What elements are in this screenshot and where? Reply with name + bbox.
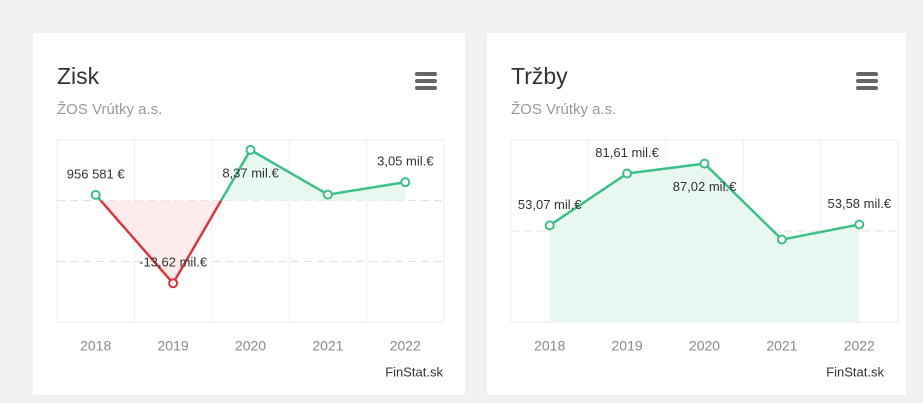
menu-icon [415,86,437,90]
x-tick-label: 2022 [844,338,875,354]
data-label: 3,05 mil.€ [377,154,434,169]
point-marker [854,219,865,230]
point-marker [90,189,101,200]
point-marker [544,220,555,231]
data-label: 53,07 mil.€ [518,197,582,212]
data-label: 81,61 mil.€ [595,145,659,160]
x-tick-label: 2020 [235,338,266,354]
point-marker [622,168,633,179]
data-label: 53,58 mil.€ [828,196,892,211]
menu-icon [856,72,878,76]
point-marker [699,158,710,169]
card-title: Zisk [57,63,100,89]
x-tick-label: 2020 [689,338,720,354]
x-tick-label: 2021 [766,338,797,354]
point-marker [776,234,787,245]
card-subtitle: ŽOS Vrútky a.s. [57,101,162,118]
point-marker [245,144,256,155]
x-tick-label: 2021 [312,338,343,354]
x-tick-label: 2019 [158,338,189,354]
line-negative [99,200,223,286]
menu-icon [415,72,437,76]
point-marker [322,189,333,200]
x-tick-label: 2018 [80,338,111,354]
data-label: 87,02 mil.€ [673,179,737,194]
plot-area [56,139,445,323]
x-tick-label: 2018 [534,338,565,354]
card-subtitle: ŽOS Vrútky a.s. [511,101,616,118]
data-label: 8,37 mil.€ [222,165,279,180]
area-fill [95,149,406,201]
area-fill [549,163,860,322]
data-label: 956 581 € [67,166,126,181]
credits: FinStat.sk [385,364,443,379]
point-marker [400,177,411,188]
area-fill-negative [95,200,406,284]
x-tick-label: 2022 [390,338,421,354]
data-label: -13,62 mil.€ [139,255,208,270]
card [33,33,465,395]
credits: FinStat.sk [826,364,884,379]
point-marker [168,278,179,289]
x-tick-label: 2019 [612,338,643,354]
menu-icon [856,79,878,83]
menu-icon [415,79,437,83]
card-title: Tržby [511,63,568,89]
menu-icon [856,86,878,90]
